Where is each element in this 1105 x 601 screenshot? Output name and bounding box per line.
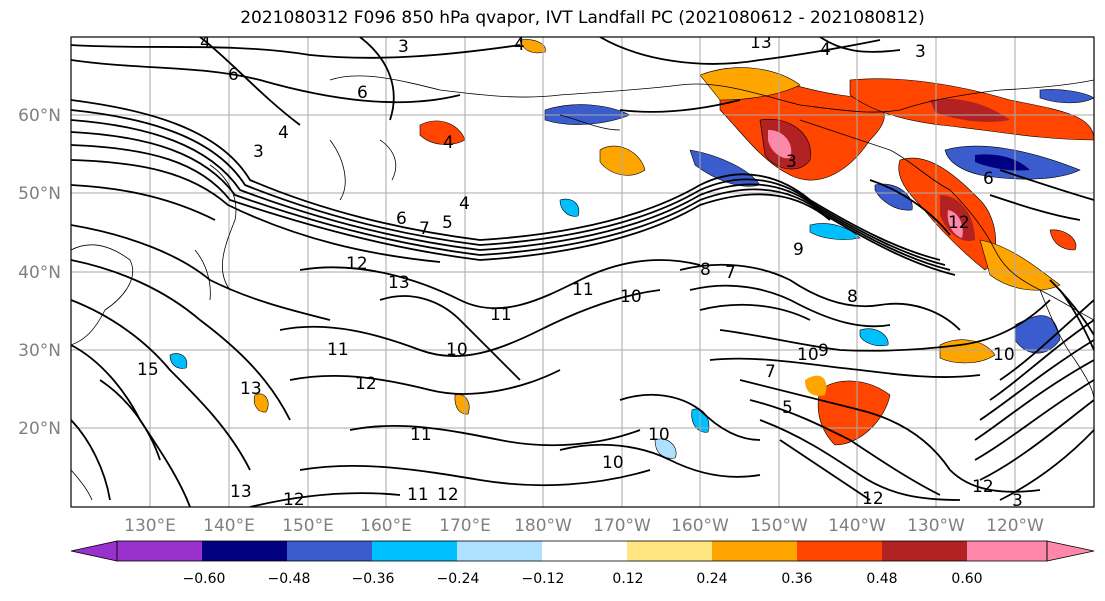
contour-label: 4 [278, 123, 289, 143]
contour-label: 3 [915, 42, 926, 62]
lon-label: 160°W [671, 516, 729, 536]
lon-label: 140°E [203, 516, 255, 536]
colorbar-tick: −0.60 [182, 571, 226, 587]
contour-label: 12 [972, 477, 994, 497]
latitude-labels: 60°N 50°N 40°N 30°N 20°N [18, 106, 61, 439]
shaded-anomalies [169, 39, 1094, 459]
contour-label: 13 [230, 482, 252, 502]
contour-label: 7 [765, 362, 776, 382]
contour-label: 11 [572, 280, 594, 300]
colorbar-tick: 0.12 [612, 571, 644, 587]
lat-label: 20°N [18, 419, 61, 439]
plot-frame [70, 36, 1095, 508]
contour-label: 15 [137, 360, 159, 380]
contour-label: 3 [253, 142, 264, 162]
contour-label: 3 [1012, 491, 1023, 511]
contour-label: 12 [437, 485, 459, 505]
contour-label: 10 [648, 425, 670, 445]
contour-label: 13 [750, 33, 772, 53]
contour-label: 3 [398, 37, 409, 57]
colorbar-bin [287, 541, 372, 561]
map-title: 2021080312 F096 850 hPa qvapor, IVT Land… [240, 8, 925, 28]
lon-label: 150°W [750, 516, 808, 536]
lon-label: 130°E [124, 516, 176, 536]
colorbar-bin [967, 541, 1047, 561]
map-plot-area: 4 3 6 4 3 6 4 4 4 7 5 6 12 13 11 10 11 1… [71, 33, 1094, 511]
contour-label: 11 [410, 425, 432, 445]
contour-label: 10 [993, 345, 1015, 365]
contour-label: 4 [514, 35, 525, 55]
lat-label: 30°N [18, 341, 61, 361]
contour-label: 9 [793, 240, 804, 260]
colorbar-bin [202, 541, 287, 561]
contour-label: 11 [327, 340, 349, 360]
lat-label: 60°N [18, 106, 61, 126]
contour-label: 7 [419, 219, 430, 239]
contour-label: 6 [396, 209, 407, 229]
colorbar-tick: −0.12 [521, 571, 565, 587]
contour-label: 6 [228, 65, 239, 85]
contour-label: 10 [446, 340, 468, 360]
colorbar-bin [457, 541, 542, 561]
contour-label: 5 [782, 398, 793, 418]
contour-label: 11 [490, 305, 512, 325]
lon-label: 180°W [514, 516, 572, 536]
contour-label: 12 [346, 254, 368, 274]
colorbar-extend-low [70, 540, 118, 562]
lon-label: 160°E [360, 516, 412, 536]
contour-label: 6 [983, 169, 994, 189]
lon-label: 140°W [828, 516, 886, 536]
coastlines [71, 75, 1094, 501]
contour-label: 10 [620, 287, 642, 307]
lon-label: 150°E [282, 516, 334, 536]
colorbar-bin [117, 541, 202, 561]
contour-label: 7 [725, 263, 736, 283]
lon-label: 120°W [986, 516, 1044, 536]
colorbar-tick: 0.36 [781, 571, 813, 587]
contour-label: 6 [357, 83, 368, 103]
colorbar [70, 540, 1095, 562]
colorbar-bin [542, 541, 627, 561]
colorbar-bin [797, 541, 882, 561]
contour-label: 4 [443, 133, 454, 153]
colorbar-bin [712, 541, 797, 561]
lon-label: 170°W [593, 516, 651, 536]
contour-label: 8 [700, 260, 711, 280]
colorbar-tick: 0.24 [696, 571, 728, 587]
contour-labels: 4 3 6 4 3 6 4 4 4 7 5 6 12 13 11 10 11 1… [137, 33, 1023, 511]
graticule [71, 37, 1094, 507]
contour-label: 4 [459, 194, 470, 214]
contour-label: 13 [388, 273, 410, 293]
lat-label: 50°N [18, 184, 61, 204]
contour-label: 4 [820, 40, 831, 60]
contour-label: 5 [442, 213, 453, 233]
colorbar-bin [372, 541, 457, 561]
colorbar-bin [627, 541, 712, 561]
longitude-labels: 130°E 140°E 150°E 160°E 170°E 180°W 170°… [124, 516, 1044, 536]
contour-label: 8 [847, 287, 858, 307]
colorbar-tick: −0.36 [351, 571, 395, 587]
contour-label: 12 [355, 374, 377, 394]
lat-label: 40°N [18, 263, 61, 283]
colorbar-tick: 0.60 [951, 571, 983, 587]
colorbar-bin [882, 541, 967, 561]
lon-label: 130°W [907, 516, 965, 536]
colorbar-tick: 0.48 [866, 571, 898, 587]
lon-label: 170°E [439, 516, 491, 536]
contour-label: 4 [200, 33, 211, 53]
contour-label: 3 [786, 152, 797, 172]
contour-label: 10 [602, 453, 624, 473]
contour-label: 9 [818, 341, 829, 361]
colorbar-extend-high [1046, 540, 1095, 562]
contour-label: 12 [862, 489, 884, 509]
height-contours [71, 37, 1094, 507]
colorbar-tick: −0.24 [436, 571, 480, 587]
contour-label: 13 [240, 379, 262, 399]
contour-label: 10 [797, 345, 819, 365]
contour-label: 12 [948, 213, 970, 233]
colorbar-tick: −0.48 [267, 571, 311, 587]
contour-label: 12 [283, 490, 305, 510]
contour-label: 11 [407, 485, 429, 505]
